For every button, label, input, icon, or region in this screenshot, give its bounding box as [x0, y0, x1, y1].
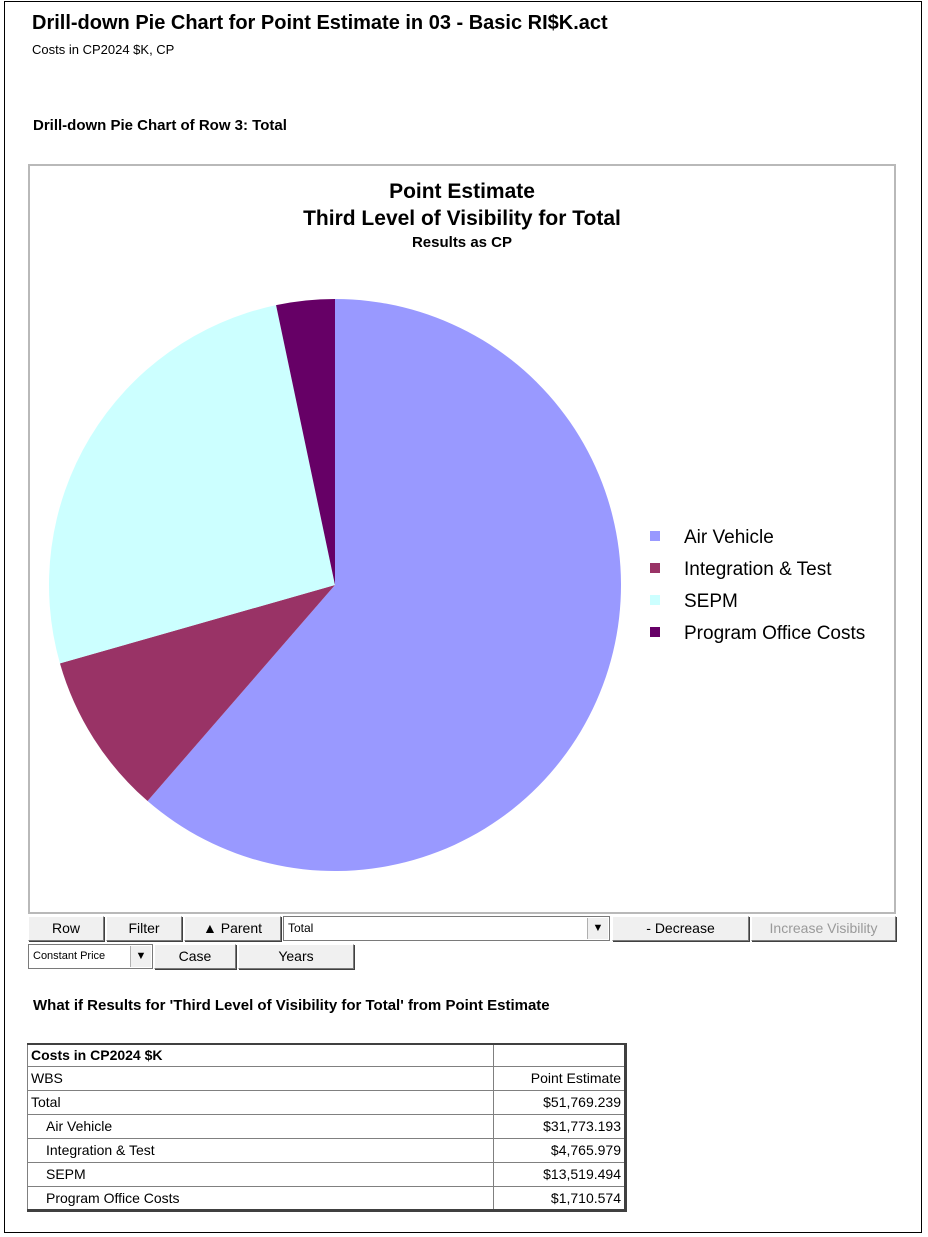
legend-label: Air Vehicle: [684, 527, 774, 548]
legend-label: Integration & Test: [684, 559, 832, 580]
wbs-cell: Program Office Costs: [27, 1185, 494, 1211]
chart-subtitle: Third Level of Visibility for Total: [303, 207, 621, 230]
chart-section-heading: Drill-down Pie Chart of Row 3: Total: [33, 117, 287, 134]
visibility-level-value: Total: [288, 921, 314, 935]
pie-slice-air-vehicle[interactable]: [147, 299, 621, 871]
chart-title: Point Estimate: [389, 180, 535, 203]
table-row[interactable]: Air Vehicle $31,773.193: [27, 1113, 626, 1139]
value-cell: $4,765.979: [493, 1137, 626, 1163]
legend-label: SEPM: [684, 591, 738, 612]
increase-visibility-button[interactable]: Increase Visibility: [751, 916, 896, 941]
filter-button[interactable]: Filter: [106, 916, 182, 941]
price-type-select[interactable]: Constant Price ▼: [28, 944, 153, 969]
pie-slice-integration-test[interactable]: [59, 585, 335, 802]
chevron-down-icon[interactable]: ▼: [130, 946, 151, 967]
table-row[interactable]: Integration & Test $4,765.979: [27, 1137, 626, 1163]
value-cell: $51,769.239: [493, 1089, 626, 1115]
years-button[interactable]: Years: [238, 944, 354, 969]
table-title: Costs in CP2024 $K: [27, 1043, 494, 1067]
legend-swatch: [650, 595, 660, 605]
table-title-row: Costs in CP2024 $K: [27, 1043, 626, 1067]
price-type-value: Constant Price: [33, 950, 106, 962]
case-button[interactable]: Case: [154, 944, 236, 969]
pie-slice-program-office-costs[interactable]: [276, 299, 335, 585]
legend-swatch: [650, 627, 660, 637]
what-if-heading: What if Results for 'Third Level of Visi…: [33, 997, 550, 1014]
chevron-down-icon[interactable]: ▼: [587, 918, 608, 939]
table-header-row: WBS Point Estimate: [27, 1065, 626, 1091]
table-row[interactable]: Program Office Costs $1,710.574: [27, 1185, 626, 1211]
table-row[interactable]: Total $51,769.239: [27, 1089, 626, 1115]
value-cell: $31,773.193: [493, 1113, 626, 1139]
legend-swatch: [650, 531, 660, 541]
decrease-visibility-button[interactable]: - Decrease: [612, 916, 749, 941]
table-row[interactable]: SEPM $13,519.494: [27, 1161, 626, 1187]
point-estimate-column-header: Point Estimate: [493, 1065, 626, 1091]
value-cell: $1,710.574: [493, 1185, 626, 1211]
pie-slices: [48, 299, 621, 871]
results-table: Costs in CP2024 $K WBS Point Estimate To…: [27, 1043, 627, 1212]
wbs-column-header: WBS: [27, 1065, 494, 1091]
value-cell: $13,519.494: [493, 1161, 626, 1187]
visibility-level-select[interactable]: Total ▼: [283, 916, 610, 941]
pie-legend: Air Vehicle Integration & Test SEPM Program…: [650, 527, 865, 644]
pie-chart-panel[interactable]: Point Estimate Third Level of Visibility…: [28, 164, 896, 914]
legend-label: Program Office Costs: [684, 623, 865, 644]
wbs-cell: Total: [27, 1089, 494, 1115]
wbs-cell: SEPM: [27, 1161, 494, 1187]
legend-swatch: [650, 563, 660, 573]
wbs-cell: Integration & Test: [27, 1137, 494, 1163]
table-title-blank: [493, 1043, 626, 1067]
pie-slice-sepm[interactable]: [48, 305, 335, 664]
row-button[interactable]: Row: [28, 916, 104, 941]
parent-button[interactable]: ▲ Parent: [184, 916, 281, 941]
pie-chart: Point Estimate Third Level of Visibility…: [48, 180, 865, 871]
report-title: Drill-down Pie Chart for Point Estimate …: [32, 12, 608, 34]
report-subtitle: Costs in CP2024 $K, CP: [32, 42, 175, 57]
chart-subtitle-results: Results as CP: [412, 234, 512, 251]
wbs-cell: Air Vehicle: [27, 1113, 494, 1139]
